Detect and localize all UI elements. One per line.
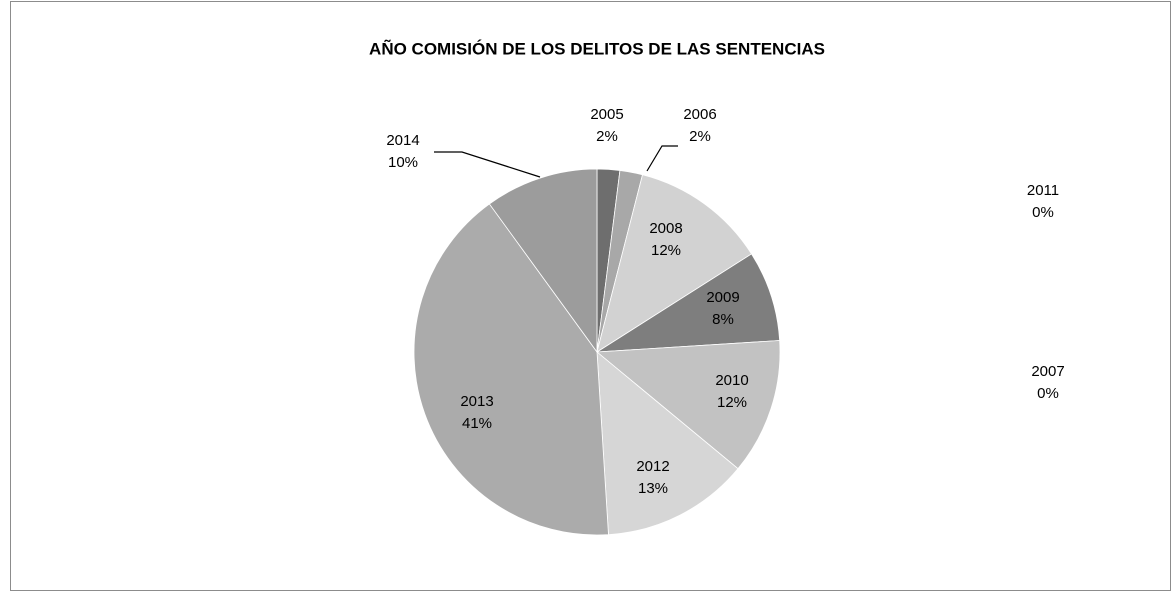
slice-category-label: 2012 xyxy=(636,458,669,475)
slice-value-label: 0% xyxy=(1032,204,1054,221)
slice-value-label: 8% xyxy=(712,311,734,328)
leader-line xyxy=(646,145,678,172)
pie-slice xyxy=(596,174,753,353)
slice-value-label: 12% xyxy=(651,242,681,259)
pie-slice xyxy=(413,203,609,536)
slice-value-label: 13% xyxy=(638,480,668,497)
pie-slice xyxy=(488,168,598,354)
slice-value-label: 41% xyxy=(462,415,492,432)
chart-title: AÑO COMISIÓN DE LOS DELITOS DE LAS SENTE… xyxy=(369,38,825,58)
slice-value-label: 10% xyxy=(388,154,418,171)
leader-line xyxy=(434,151,541,178)
slice-category-label: 2013 xyxy=(460,393,493,410)
slice-category-label: 2005 xyxy=(590,106,623,123)
pie-slice xyxy=(596,351,739,536)
slice-category-label: 2011 xyxy=(1027,182,1059,199)
slice-value-label: 2% xyxy=(596,128,618,145)
slice-category-label: 2009 xyxy=(706,289,739,306)
slice-value-label: 0% xyxy=(1037,385,1059,402)
slice-category-label: 2006 xyxy=(683,106,716,123)
pie-slice xyxy=(596,253,781,353)
slice-value-label: 2% xyxy=(689,128,711,145)
pie-slice xyxy=(595,340,781,470)
slice-category-label: 2008 xyxy=(649,220,682,237)
slice-category-label: 2007 xyxy=(1031,363,1064,380)
slice-value-label: 12% xyxy=(717,394,747,411)
slice-category-label: 2010 xyxy=(715,372,748,389)
slice-category-label: 2014 xyxy=(386,132,419,149)
